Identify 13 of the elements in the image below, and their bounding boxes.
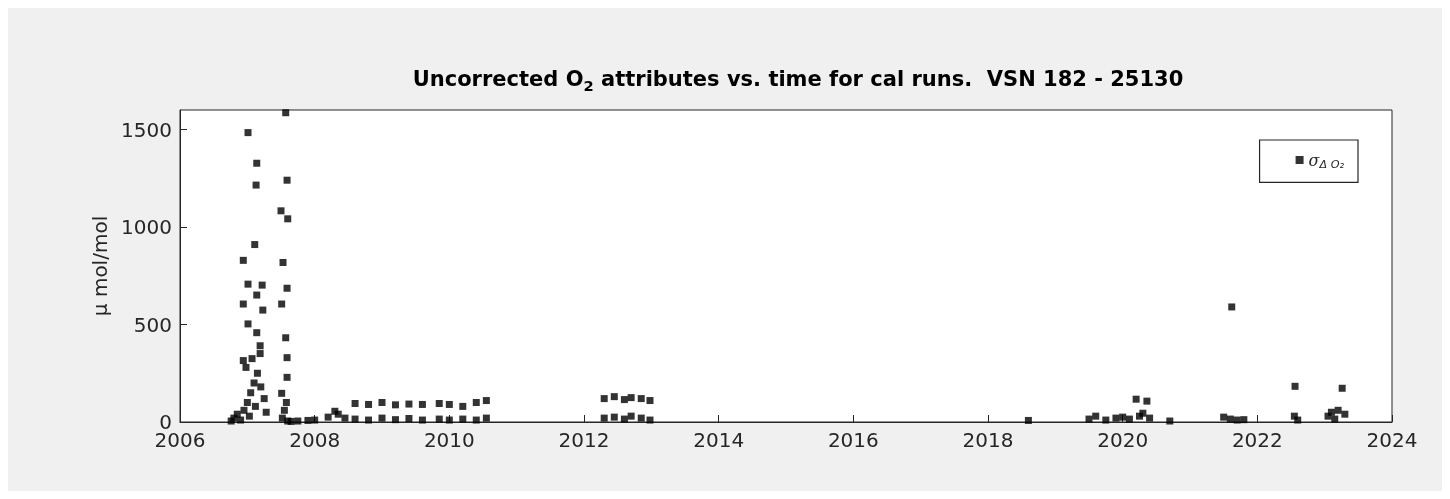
x-tick-label: 2022 (1231, 428, 1283, 452)
x-tick-label: 2024 (1366, 428, 1418, 452)
x-tick-label: 2008 (289, 428, 341, 452)
y-tick-label: 500 (133, 312, 172, 337)
x-tick-label: 2012 (558, 428, 610, 452)
y-axis-title: μ mol/mol (88, 215, 112, 317)
x-tick-label: 2016 (827, 428, 879, 452)
x-tick-label: 2014 (693, 428, 745, 452)
x-tick-label: 2010 (423, 428, 475, 452)
y-tick-label: 1500 (121, 117, 172, 142)
y-tick-label: 1000 (121, 215, 172, 239)
x-tick-label: 2018 (962, 428, 1014, 452)
x-tick-label: 2020 (1097, 428, 1149, 452)
